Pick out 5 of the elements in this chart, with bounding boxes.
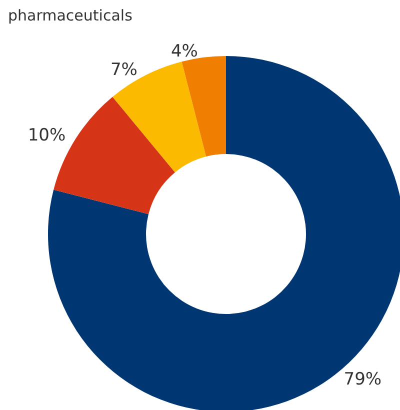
data-label: 4% — [170, 41, 198, 62]
data-label: 10% — [28, 125, 66, 146]
text: pharmaceuticals — [8, 6, 133, 24]
data-label: 7% — [110, 60, 138, 80]
data-label: 79% — [344, 369, 382, 390]
